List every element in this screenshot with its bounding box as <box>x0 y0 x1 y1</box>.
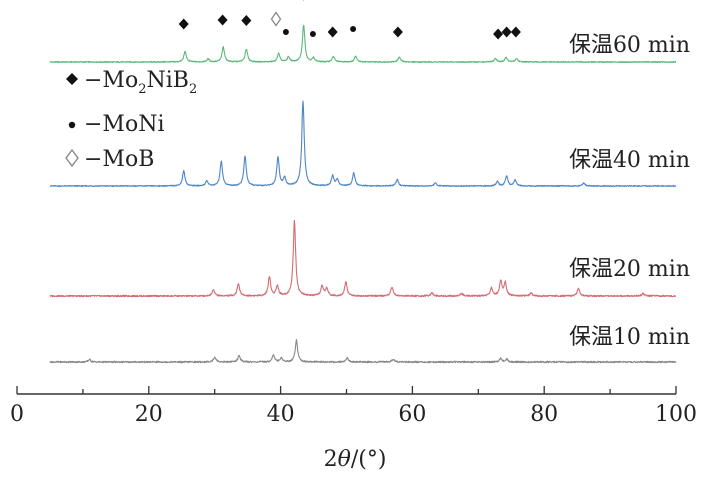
series-line-2 <box>49 100 677 188</box>
series-line-4 <box>49 339 677 364</box>
phase-marker-filled-diamond-10 <box>392 26 403 38</box>
legend-marker-mo2nib2 <box>66 73 78 85</box>
x-tick-label-100: 100 <box>655 402 697 427</box>
legend-label-moni: −MoNi <box>84 112 165 137</box>
legend-marker-mob <box>65 148 79 168</box>
series-line-1 <box>49 24 677 64</box>
legend: −Mo2NiB2 −MoNi −MoB <box>65 68 197 172</box>
series-layer <box>49 24 677 364</box>
legend-label-mo2nib2: −Mo2NiB2 <box>84 68 197 97</box>
phase-marker-open-diamond-4 <box>270 11 282 27</box>
phase-marker-filled-diamond-12 <box>501 26 512 38</box>
phase-marker-filled-diamond-6 <box>303 0 305 1</box>
phase-marker-filled-diamond-13 <box>510 26 521 38</box>
series-label-layer: 保温60 min 保温40 min 保温20 min 保温10 min <box>569 33 690 350</box>
phase-marker-filled-diamond-8 <box>327 26 338 38</box>
phase-marker-filled-dot-9 <box>350 26 357 32</box>
phase-marker-filled-dot-7 <box>309 31 316 37</box>
series-label-1: 保温60 min <box>569 33 690 58</box>
phase-marker-filled-diamond-3 <box>241 15 252 26</box>
phase-marker-filled-diamond-11 <box>493 28 504 40</box>
x-tick-label-0: 0 <box>10 402 24 427</box>
x-tick-label-20: 20 <box>135 402 163 427</box>
x-tick-label-40: 40 <box>267 402 295 427</box>
series-line-3 <box>49 219 677 298</box>
series-label-3: 保温20 min <box>569 257 690 282</box>
x-axis-title: 2θ/(°) <box>324 447 387 472</box>
x-tick-label-60: 60 <box>398 402 426 427</box>
phase-marker-layer <box>178 0 521 40</box>
phase-marker-filled-diamond-1 <box>178 18 189 30</box>
legend-marker-moni <box>68 121 76 129</box>
legend-label-mob: −MoB <box>84 147 154 172</box>
x-axis: 0 20 40 60 80 100 <box>10 386 697 427</box>
series-label-4: 保温10 min <box>569 325 690 350</box>
series-label-2: 保温40 min <box>569 148 690 173</box>
phase-marker-filled-dot-5 <box>282 29 289 35</box>
phase-marker-filled-diamond-2 <box>217 14 228 26</box>
x-tick-label-80: 80 <box>530 402 558 427</box>
